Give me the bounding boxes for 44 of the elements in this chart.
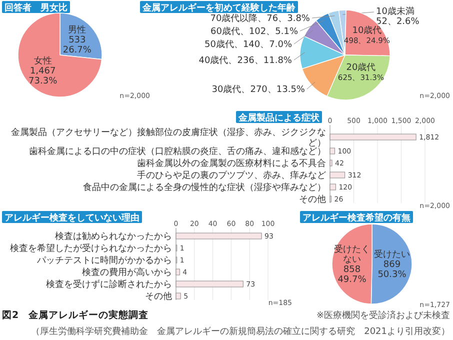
slice-label: 女性: [34, 55, 52, 66]
slice-label: 男性: [68, 24, 86, 36]
y-tick-label: 検査を希望したが受けられなかったから: [10, 243, 172, 254]
text: アレルギー検査をしていない理由: [4, 212, 140, 224]
slice-label: 受けたくない: [334, 244, 370, 265]
text: ※医療機関を受診済および未検査: [316, 310, 450, 321]
bar: [176, 268, 180, 276]
data-label: 533 26.7%: [62, 36, 92, 56]
bar: [330, 148, 335, 154]
chart-title: 回答者 男女比: [4, 2, 68, 14]
data-label: 52、2.6%: [376, 17, 420, 27]
text: （厚生労働科学研究費補助金 金属アレルギーの新規簡易法の確立に関する研究 2021より引用改変）: [31, 326, 450, 337]
slice-label: 40歳代、236、11.8%: [198, 55, 292, 66]
y-tick-label: その他: [145, 291, 172, 302]
bar: [176, 232, 262, 240]
caption: 図2 金属アレルギーの実態調査: [2, 309, 149, 321]
y-tick-label: 検査は勧められなかったから: [55, 231, 172, 242]
chart-title: 金属アレルギーを初めて経験した年齢: [142, 2, 296, 14]
y-tick-label: その他: [299, 194, 326, 206]
y-tick-label: 検査を受けずに診断されたから: [46, 279, 172, 290]
chart-title: 金属製品による症状: [238, 112, 320, 124]
slice-label: 10歳未満: [376, 6, 414, 17]
slice-label: 10歳代: [352, 25, 382, 36]
bar: [330, 184, 336, 190]
y-tick-label: 手のひらや足の裏のブツブツ、赤み、痒みなど: [137, 170, 326, 182]
slice-label: 60歳代、102、5.1%: [210, 26, 298, 37]
y-tick-label: 検査の費用が高いから: [82, 267, 172, 278]
y-tick-label: 歯科金属による口の中の症状（口腔粘膜の炎症、舌の痛み、違和感など）: [29, 146, 326, 158]
slice-label: 受けたい: [374, 249, 410, 260]
y-tick-label: 食品中の金属による全身の慢性的な症状（湿疹や痒みなど）: [83, 182, 326, 194]
y-tick-label: パッチテストに時間がかかるから: [36, 255, 172, 266]
slice-label: 30歳代、270、13.5%: [212, 84, 306, 95]
bar: [176, 280, 244, 288]
pie-slice: [18, 12, 102, 98]
bar: [330, 172, 346, 178]
slice-label: 70歳代以降、76、3.8%: [210, 13, 310, 24]
data-label: 1,467 73.3%: [28, 66, 58, 86]
data-label: 869 50.3%: [378, 260, 407, 280]
slice-label: 20歳代: [346, 62, 376, 73]
data-label: 858 49.7%: [338, 264, 367, 285]
y-tick-label: 歯科金属以外の金属製の医療材料による不具合: [137, 158, 326, 170]
slice-label: 50歳代、140、7.0%: [204, 39, 292, 50]
chart-title: アレルギー検査希望の有無: [302, 212, 410, 224]
bar: [176, 292, 181, 300]
